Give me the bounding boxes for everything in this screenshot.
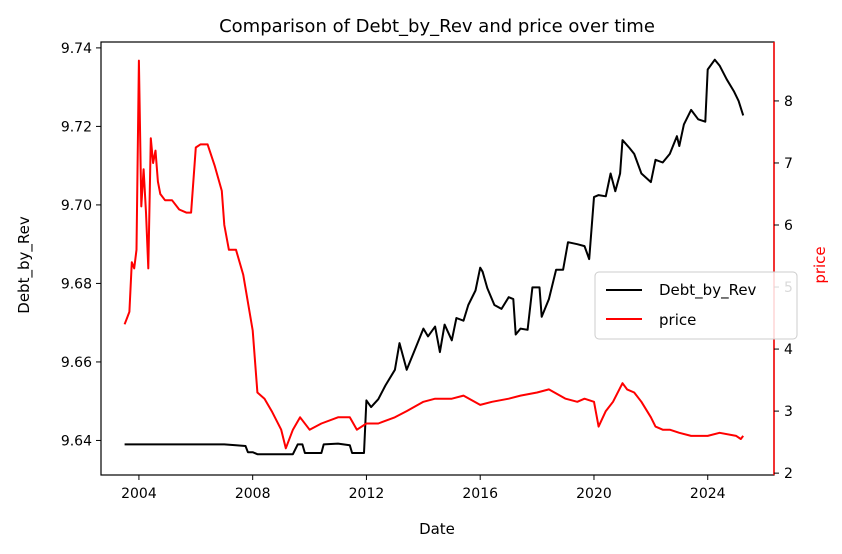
y-left-tick-label: 9.66 [61,355,92,371]
y-left-tick-label: 9.68 [61,276,92,292]
plot-frame [100,41,775,476]
x-axis-title: Date [419,520,455,538]
series-line-price [123,59,744,450]
x-tick-label: 2012 [349,486,385,502]
y-axis-right-title: price [811,246,829,283]
x-tick-label: 2016 [462,486,498,502]
x-tick-label: 2004 [121,486,157,502]
legend-box [594,271,798,340]
x-tick-label: 2024 [690,486,726,502]
legend-label-price: price [659,311,696,329]
x-axis: 2004 2008 2012 2016 2020 2024 [121,475,726,502]
y-left-tick-label: 9.64 [61,433,92,449]
y-axis-left-title: Debt_by_Rev [15,216,34,314]
y-left-tick-label: 9.72 [61,119,92,135]
y-left-tick-label: 9.74 [61,41,92,57]
y-axis-left: 9.64 9.66 9.68 9.70 9.72 9.74 [61,41,101,449]
x-tick-label: 2020 [576,486,612,502]
y-right-tick-label: 7 [784,156,793,172]
series-layer [123,58,745,456]
x-tick-label: 2008 [235,486,271,502]
y-left-tick-label: 9.70 [61,198,92,214]
legend-label-debt-by-rev: Debt_by_Rev [659,281,757,300]
legend: Debt_by_Rev price [594,271,798,340]
y-right-tick-label: 2 [784,466,793,482]
y-right-tick-label: 4 [784,342,793,358]
chart-title: Comparison of Debt_by_Rev and price over… [219,16,655,37]
y-right-tick-label: 6 [784,218,793,234]
y-right-tick-label: 8 [784,94,793,110]
series-line-debt-by-rev [124,58,745,456]
y-right-tick-label: 3 [784,404,793,420]
